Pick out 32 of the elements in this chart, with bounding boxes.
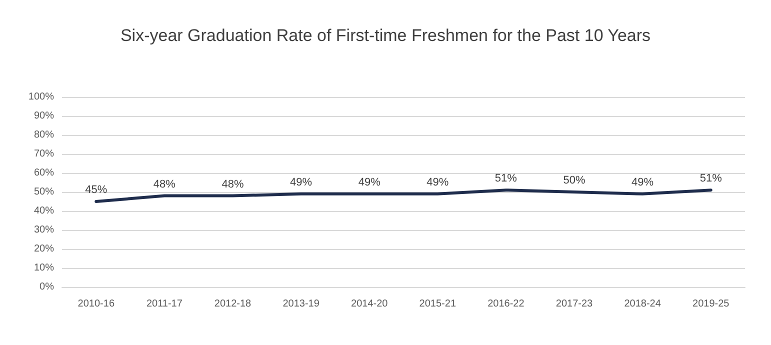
y-tick-label: 100% [28, 92, 54, 102]
x-tick-label: 2016-22 [488, 298, 525, 310]
y-tick-label: 80% [34, 130, 54, 140]
data-label: 51% [494, 172, 518, 185]
data-label: 49% [358, 176, 381, 188]
x-tick-label: 2013-19 [282, 298, 320, 310]
y-tick-label: 10% [34, 262, 54, 274]
x-tick-label: 2014-20 [351, 298, 388, 310]
chart-title: Six-year Graduation Rate of First-time Freshmen for the Past 10 Years [120, 26, 651, 45]
data-label: 49% [290, 176, 312, 188]
y-tick-label: 50% [34, 186, 54, 198]
x-tick-label: 2019-25 [692, 298, 730, 310]
data-label: 45% [85, 184, 108, 196]
y-tick-label: 30% [34, 224, 54, 236]
y-tick-label: 40% [34, 206, 54, 216]
y-tick-label: 0% [40, 282, 54, 292]
x-tick-label: 2011-17 [146, 298, 183, 310]
data-label: 51% [700, 172, 722, 185]
x-tick-label: 2010-16 [78, 298, 115, 310]
x-tick-label: 2015-21 [419, 298, 456, 310]
y-tick-label: 20% [34, 244, 54, 254]
data-label: 48% [153, 178, 176, 190]
data-label: 50% [563, 174, 586, 186]
x-tick-label: 2018-24 [624, 298, 662, 310]
y-tick-label: 70% [34, 148, 54, 160]
y-tick-label: 60% [34, 168, 54, 178]
data-label: 49% [632, 176, 654, 188]
x-tick-label: 2012-18 [214, 298, 252, 310]
data-label: 49% [426, 176, 449, 188]
x-tick-label: 2017-23 [556, 298, 594, 310]
y-tick-label: 90% [34, 110, 54, 122]
data-label: 48% [222, 178, 244, 190]
